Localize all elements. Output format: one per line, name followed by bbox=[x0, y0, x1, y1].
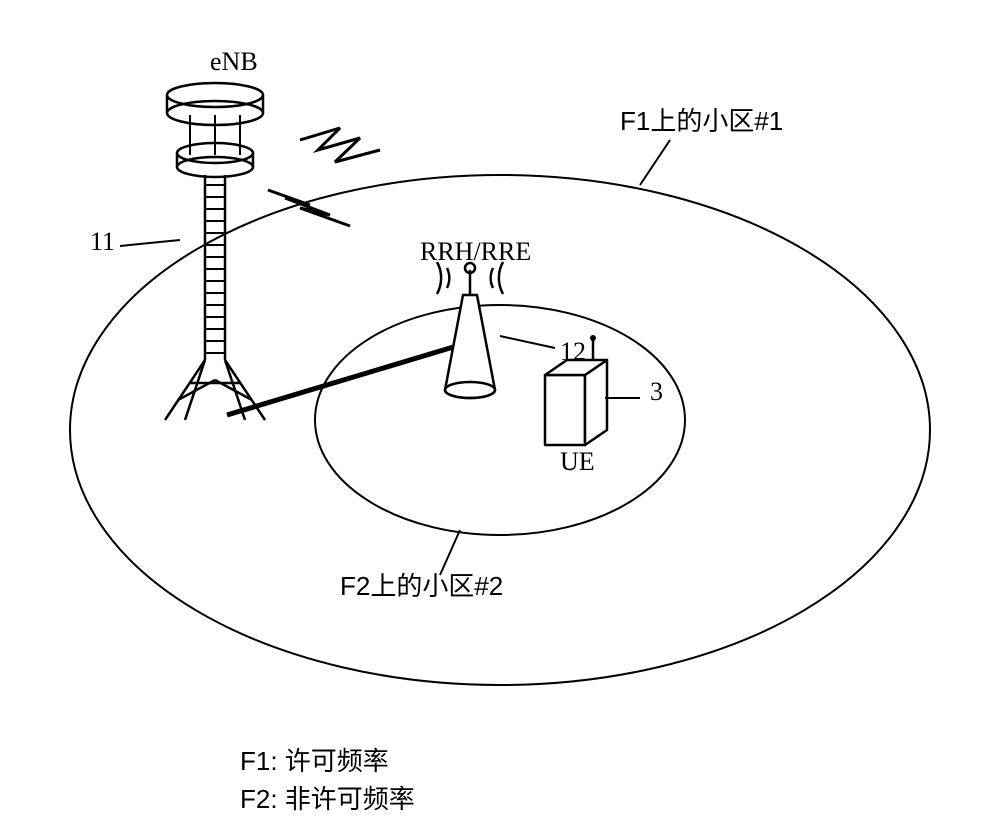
rrh-ref-leader bbox=[500, 336, 555, 348]
cell2-ellipse bbox=[315, 305, 685, 535]
cell1-label: F1上的小区#1 bbox=[620, 106, 783, 136]
signal-bolt-icon bbox=[268, 190, 350, 226]
cell2-leader bbox=[440, 530, 460, 575]
enb-tower bbox=[165, 83, 265, 420]
rrh-label: RRH/RRE bbox=[420, 237, 531, 266]
rrh-ref-label: 12 bbox=[560, 337, 586, 366]
signal-bolt-icon bbox=[300, 128, 380, 162]
ue-label: UE bbox=[560, 447, 595, 476]
cell1-leader bbox=[640, 140, 670, 185]
backhaul-link bbox=[227, 345, 460, 415]
legend-f2: F2: 非许可频率 bbox=[240, 784, 415, 814]
legend-f1: F1: 许可频率 bbox=[240, 746, 389, 776]
enb-ref-leader bbox=[120, 240, 180, 246]
cell2-label: F2上的小区#2 bbox=[340, 571, 503, 601]
enb-ref-label: 11 bbox=[90, 227, 115, 256]
ue-ref-label: 3 bbox=[650, 377, 663, 406]
enb-label: eNB bbox=[210, 47, 258, 76]
signal-bolts bbox=[268, 128, 380, 226]
rrh-node bbox=[437, 262, 503, 398]
